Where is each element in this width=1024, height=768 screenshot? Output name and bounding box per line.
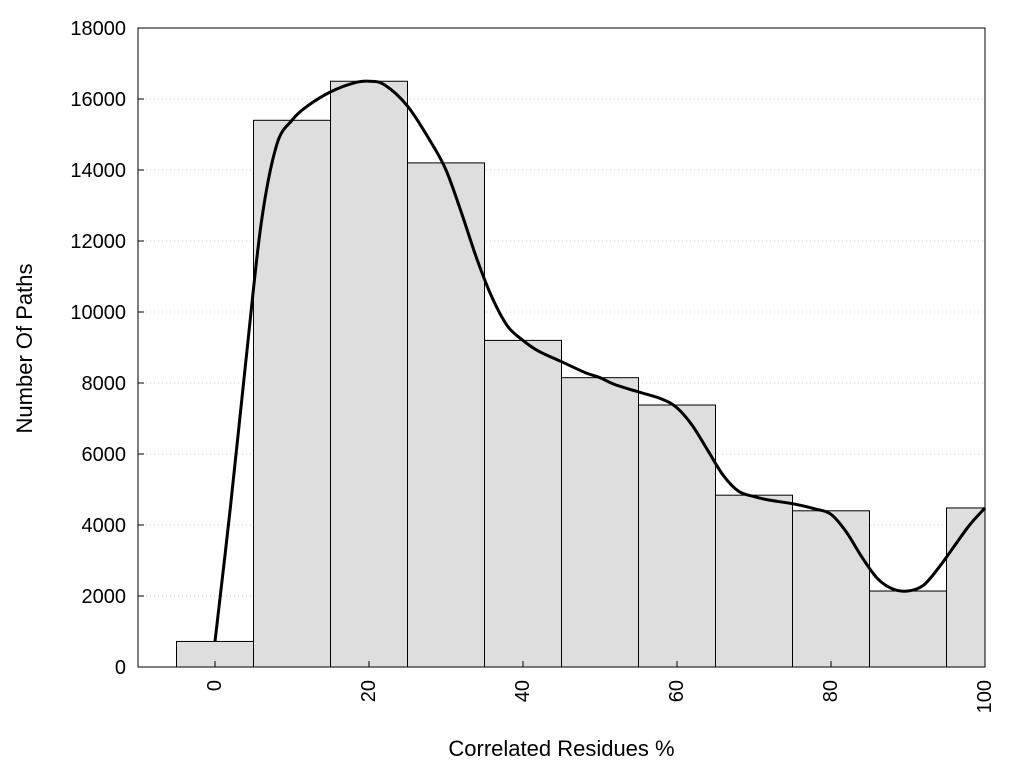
density-curve-layer [213,79,987,642]
plot-frame [137,27,986,668]
histogram-bar [792,510,870,668]
histogram-bar [715,494,793,668]
x-tick-label: 40 [512,680,534,702]
y-tick-label: 16000 [70,89,126,111]
y-tick-label: 10000 [70,302,126,324]
x-tick-label: 0 [204,680,226,691]
histogram-bar [253,119,331,668]
density-curve [213,79,987,642]
x-axis-ticks: 0 20 40 60 80 100 [204,661,996,713]
x-tick-label: 100 [974,680,996,713]
histogram-bar [638,404,716,668]
histogram-bar [561,377,639,668]
histogram-bar [946,507,986,668]
y-tick-label: 14000 [70,160,126,182]
histogram-bar [869,590,947,668]
y-tick-label: 8000 [82,373,127,395]
y-tick-label: 2000 [82,586,127,608]
y-tick-label: 12000 [70,231,126,253]
y-tick-label: 6000 [82,444,127,466]
histogram-bar [484,339,562,668]
y-tick-label: 0 [115,657,126,679]
y-tick-label: 4000 [82,515,127,537]
x-tick-label: 20 [358,680,380,702]
x-axis-label: Correlated Residues % [448,736,674,761]
y-tick-label: 18000 [70,18,126,40]
histogram-bar [407,162,485,668]
x-tick-label: 80 [820,680,842,702]
y-axis-label: Number Of Paths [12,264,37,434]
x-tick-label: 60 [666,680,688,702]
histogram-bar [330,80,408,668]
y-axis-ticks: 0 2000 4000 6000 8000 10000 12000 14000 16000 180… [70,18,144,679]
bars [176,80,986,668]
